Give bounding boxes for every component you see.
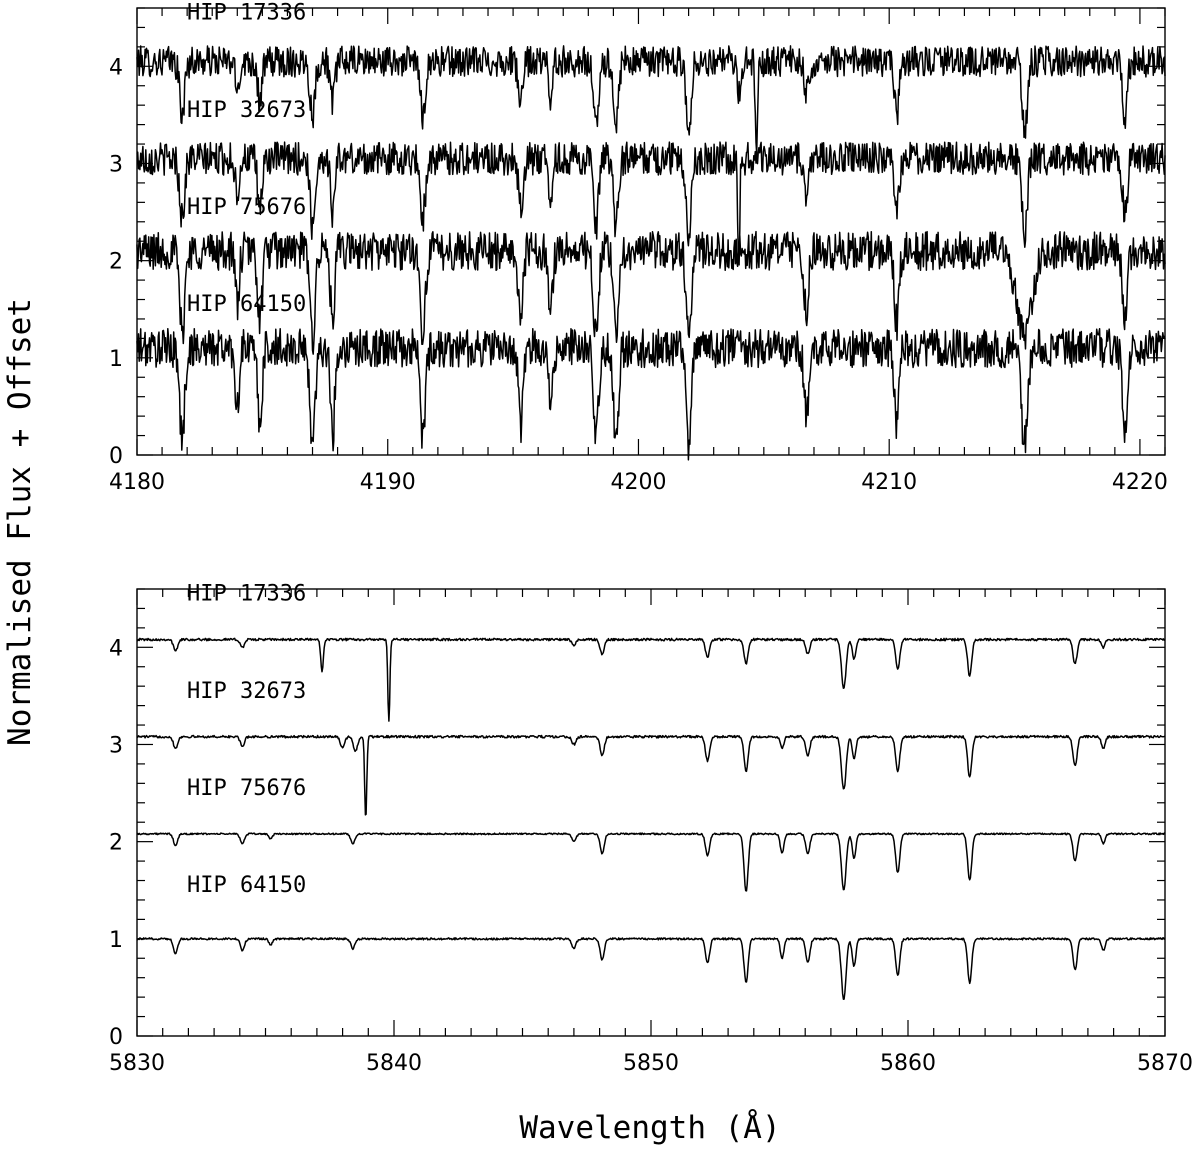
x-tick-label: 4190 xyxy=(360,470,416,495)
x-tick-label: 4200 xyxy=(610,470,666,495)
plot-frame xyxy=(136,588,1166,1037)
y-tick-label: 0 xyxy=(109,1025,123,1050)
y-tick-label: 1 xyxy=(109,928,123,953)
x-tick-label: 5830 xyxy=(109,1051,165,1076)
y-tick-label: 4 xyxy=(109,636,123,661)
series-label: HIP 64150 xyxy=(187,292,306,317)
spectrum-trace xyxy=(136,937,1166,1000)
upper-panel: 4180 4190 4200 4210 4220 0 1 2 3 4 HIP 17336 HIP 32… xyxy=(109,1,1168,495)
series-label: HIP 64150 xyxy=(187,873,306,898)
spectrum-trace xyxy=(136,832,1166,892)
y-tick-label: 3 xyxy=(109,152,123,177)
spectrum-trace xyxy=(136,734,1166,816)
y-tick-label: 1 xyxy=(109,347,123,372)
spectrum-trace xyxy=(136,141,1166,266)
y-tick-label: 3 xyxy=(109,733,123,758)
x-tick-label: 4210 xyxy=(861,470,917,495)
series-label: HIP 75676 xyxy=(187,776,306,801)
spectrum-trace xyxy=(136,327,1166,461)
y-tick-label: 4 xyxy=(109,55,123,80)
series-label: HIP 32673 xyxy=(187,679,306,704)
y-tick-label: 2 xyxy=(109,250,123,275)
x-tick-label: 4220 xyxy=(1112,470,1168,495)
y-tick-label: 2 xyxy=(109,831,123,856)
series-label: HIP 17336 xyxy=(187,582,306,607)
series-label: HIP 17336 xyxy=(187,1,306,26)
x-axis-title: Wavelength (Å) xyxy=(519,1110,780,1146)
x-tick-label: 4180 xyxy=(109,470,165,495)
x-tick-label: 5870 xyxy=(1137,1051,1193,1076)
spectrum-trace xyxy=(136,637,1166,722)
series-label: HIP 32673 xyxy=(187,98,306,123)
x-tick-label: 5850 xyxy=(623,1051,679,1076)
lower-panel: 5830 5840 5850 5860 5870 0 1 2 3 4 HIP 17336 HIP 32… xyxy=(109,582,1193,1076)
x-tick-label: 5860 xyxy=(880,1051,936,1076)
x-tick-label: 5840 xyxy=(366,1051,422,1076)
spectrum-trace xyxy=(136,230,1166,355)
spectrum-trace xyxy=(136,45,1166,155)
series-label: HIP 75676 xyxy=(187,195,306,220)
y-tick-label: 0 xyxy=(109,444,123,469)
plot-frame xyxy=(136,7,1166,456)
y-axis-title: Normalised Flux + Offset xyxy=(2,298,38,746)
